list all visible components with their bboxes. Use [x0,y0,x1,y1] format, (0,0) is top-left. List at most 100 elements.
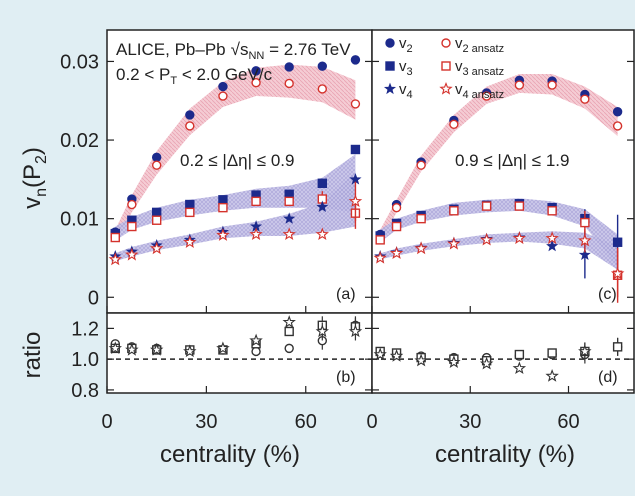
point-a-v4-ansatz-7 [315,227,329,241]
point-d-v3-ratio-8 [612,342,623,352]
xtick-label-2-0: 0 [101,411,112,433]
point-d-v4-ratio-0 [373,347,387,361]
panel-label-b: (b) [336,369,356,386]
point-b-v4-ratio-3 [183,344,197,358]
point-a-v3-ansatz-6 [284,196,294,207]
point-a-v4-ansatz-5 [249,227,263,241]
point-a-v4-ansatz-4 [216,228,230,241]
point-d-v4-ratio-2 [414,353,428,367]
legend-marker-4 [441,61,451,71]
point-a-v3-ansatz-5 [251,196,261,207]
legend-marker-1 [385,61,395,71]
panel-label-c: (c) [598,286,617,303]
point-c-v4-ansatz-3 [447,236,461,250]
ytick-label-0-2: 0.02 [60,130,99,152]
point-c-v3-8 [612,237,623,247]
band-c-v2-ansatz [380,74,618,243]
data-markers [107,55,634,382]
xtick-label-3-2: 60 [557,411,579,433]
point-a-v4-8 [349,173,362,185]
ytick-label-0-1: 0.01 [60,209,99,231]
legend-marker-3 [441,38,451,48]
ytick-label-0-0: 0 [88,287,99,309]
point-d-v4-ratio-7 [578,344,592,358]
legend: v2 v3 v4 v2 ansatz v3 ansatz v4 ansatz [383,35,504,101]
point-a-v4-ansatz-2 [150,241,164,255]
point-d-v3-ratio-5 [514,349,525,360]
legend-marker-2 [383,82,397,95]
point-d-v4-ratio-6 [545,369,559,382]
uncertainty-bands [115,64,618,270]
point-c-v3-ansatz-3 [449,206,459,216]
point-c-v4-ansatz-4 [479,232,494,246]
point-c-v4-ansatz-1 [389,246,404,259]
eta-cut-right: 0.9 ≤ |Δη| ≤ 1.9 [455,151,569,170]
point-c-v3-ansatz-4 [481,201,492,211]
point-b-v4-ratio-7 [315,324,329,338]
point-c-v2-ansatz-6 [547,80,557,90]
point-a-v3-3 [185,199,195,210]
point-c-v3-ansatz-0 [375,235,385,245]
band-a-v4-ansatz [115,171,356,262]
band-a-v2-ansatz [115,64,356,242]
point-a-v2-ansatz-4 [218,91,228,101]
point-a-v2-4 [218,81,228,92]
point-a-v2-6 [284,62,294,72]
point-c-v3-ansatz-5 [514,201,525,211]
x-axis-label-left: centrality (%) [160,441,300,468]
ytick-label-2-1: 1.0 [71,349,99,371]
point-a-v2-ansatz-2 [151,160,162,170]
legend-label-3: v2 ansatz [455,35,504,55]
point-a-v3-8 [350,144,361,155]
point-a-v4-ansatz-0 [108,252,122,266]
band-c-v4-ansatz [380,231,618,270]
point-b-v4-ratio-8 [348,324,363,338]
legend-label-0: v2 [399,35,413,55]
point-a-v2-ansatz-8 [350,99,361,109]
pt-range-label: 0.2 < PT < 2.0 GeV/c [116,65,273,87]
point-a-v4-ansatz-8 [348,194,363,208]
point-c-v3-ansatz-2 [416,213,426,224]
point-b-v4-ratio-2 [149,342,164,356]
point-a-v3-7 [317,178,328,188]
point-c-v4-ansatz-0 [373,250,387,264]
legend-marker-0 [385,38,395,48]
panel-label-d: (d) [598,369,618,386]
point-a-v4-ansatz-1 [125,247,139,261]
point-c-v2-ansatz-7 [580,94,590,104]
point-b-v4-ratio-5 [249,333,263,347]
point-a-v2-8 [350,55,361,65]
point-a-v3-ansatz-1 [127,221,137,232]
point-c-v2-ansatz-2 [416,160,426,170]
eta-cut-left: 0.2 ≤ |Δη| ≤ 0.9 [180,151,294,170]
point-a-v3-ansatz-0 [110,232,120,243]
ytick-label-0-3: 0.03 [60,51,99,73]
xtick-label-3-1: 30 [459,411,481,433]
band-a-v3-ansatz [115,154,356,241]
point-d-v4-ratio-5 [512,361,527,375]
point-c-v3-ansatz-6 [547,206,557,216]
point-c-v3-ansatz-1 [391,221,402,232]
point-d-v4-ratio-3 [447,355,461,368]
collaboration-label: ALICE, Pb–Pb √sNN = 2.76 TeV [116,40,351,62]
point-a-v3-2 [151,207,162,218]
point-c-v2-ansatz-4 [481,91,492,101]
point-c-v4-ansatz-8 [610,266,625,280]
point-a-v3-ansatz-2 [151,215,162,225]
xtick-label-3-0: 0 [366,411,377,433]
y-axis-label-ratio: ratio [19,332,46,379]
point-a-v2-ansatz-7 [317,84,328,94]
panel-b-frame [106,312,373,394]
panel-d-frame [371,312,635,394]
point-b-v2-ratio-5 [251,346,261,357]
y-axis-label-main: vn(P2) [19,147,50,209]
ytick-label-2-2: 1.2 [71,318,99,340]
xtick-label-2-1: 30 [195,411,217,433]
point-a-v4-7 [316,200,329,212]
point-a-v4-6 [283,212,296,224]
x-axis-label-right: centrality (%) [435,441,575,468]
point-a-v2-ansatz-6 [284,78,294,89]
point-b-v4-ratio-6 [282,315,296,328]
point-a-v2-ansatz-5 [251,77,261,88]
